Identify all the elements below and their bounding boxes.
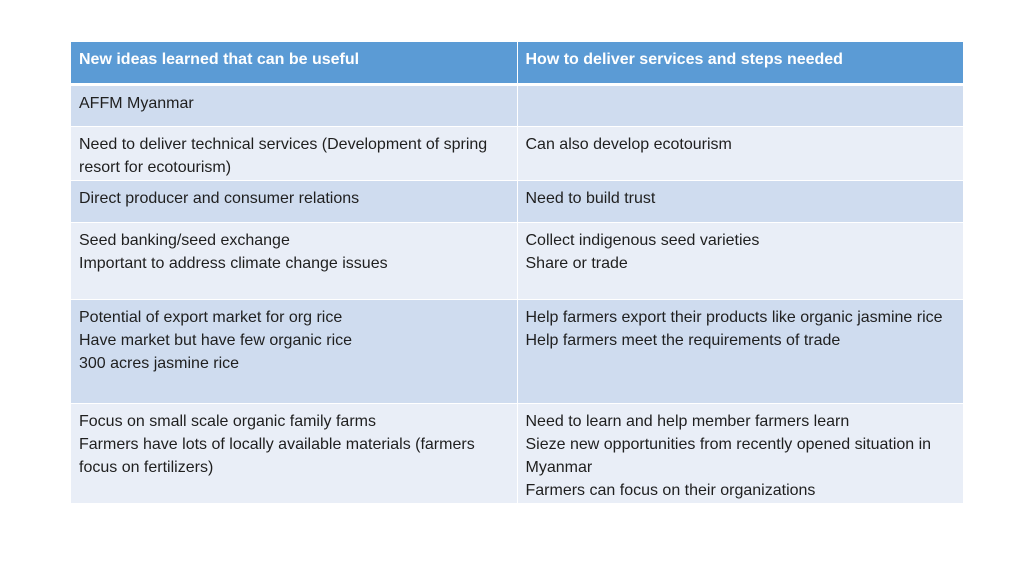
row-3-delivery-cell: Need to build trust [516, 180, 963, 222]
cell-line: Have market but have few organic rice [79, 331, 353, 349]
cell-line: Direct producer and consumer relations [79, 189, 360, 207]
table-row: Direct producer and consumer relations N… [71, 180, 963, 222]
cell-line: Important to address climate change issu… [79, 254, 388, 272]
row-6-delivery-cell: Need to learn and help member farmers le… [516, 403, 963, 503]
cell-line: Potential of export market for org rice [79, 308, 343, 326]
row-2-ideas-cell: Need to deliver technical services (Deve… [71, 126, 517, 180]
cell-line: Need to deliver technical services (Deve… [79, 135, 488, 176]
table-row: Need to deliver technical services (Deve… [71, 126, 963, 180]
cell-line: Focus on small scale organic family farm… [79, 412, 376, 430]
table-header-row: New ideas learned that can be useful How… [71, 42, 963, 86]
row-1-delivery-cell [516, 84, 963, 126]
cell-line: 300 acres jasmine rice [79, 354, 240, 372]
cell-line: Can also develop ecotourism [525, 135, 732, 153]
table-row: Seed banking/seed exchange Important to … [71, 222, 963, 299]
header-new-ideas: New ideas learned that can be useful [71, 42, 517, 86]
row-3-ideas-cell: Direct producer and consumer relations [71, 180, 517, 222]
row-5-ideas-cell: Potential of export market for org rice … [71, 299, 517, 403]
cell-line: Help farmers meet the requirements of tr… [525, 331, 841, 349]
row-4-ideas-cell: Seed banking/seed exchange Important to … [71, 222, 517, 299]
cell-line: Farmers can focus on their organizations [525, 481, 816, 499]
cell-line: Need to build trust [525, 189, 656, 207]
cell-line: Sieze new opportunities from recently op… [525, 435, 932, 476]
table-row: AFFM Myanmar [71, 84, 963, 126]
cell-line: Seed banking/seed exchange [79, 231, 290, 249]
row-6-ideas-cell: Focus on small scale organic family farm… [71, 403, 517, 503]
table-row: Potential of export market for org rice … [71, 299, 963, 403]
cell-line: Collect indigenous seed varieties [525, 231, 760, 249]
cell-line: Share or trade [525, 254, 628, 272]
row-5-delivery-cell: Help farmers export their products like … [516, 299, 963, 403]
cell-line: AFFM Myanmar [79, 94, 194, 112]
row-4-delivery-cell: Collect indigenous seed varieties Share … [516, 222, 963, 299]
cell-line: Farmers have lots of locally available m… [79, 435, 475, 476]
row-2-delivery-cell: Can also develop ecotourism [516, 126, 963, 180]
ideas-table: New ideas learned that can be useful How… [71, 42, 963, 504]
cell-line: Need to learn and help member farmers le… [525, 412, 850, 430]
cell-line: Help farmers export their products like … [525, 308, 943, 326]
header-how-to-deliver: How to deliver services and steps needed [516, 42, 963, 86]
table-row: Focus on small scale organic family farm… [71, 403, 963, 503]
row-1-ideas-cell: AFFM Myanmar [71, 84, 517, 126]
